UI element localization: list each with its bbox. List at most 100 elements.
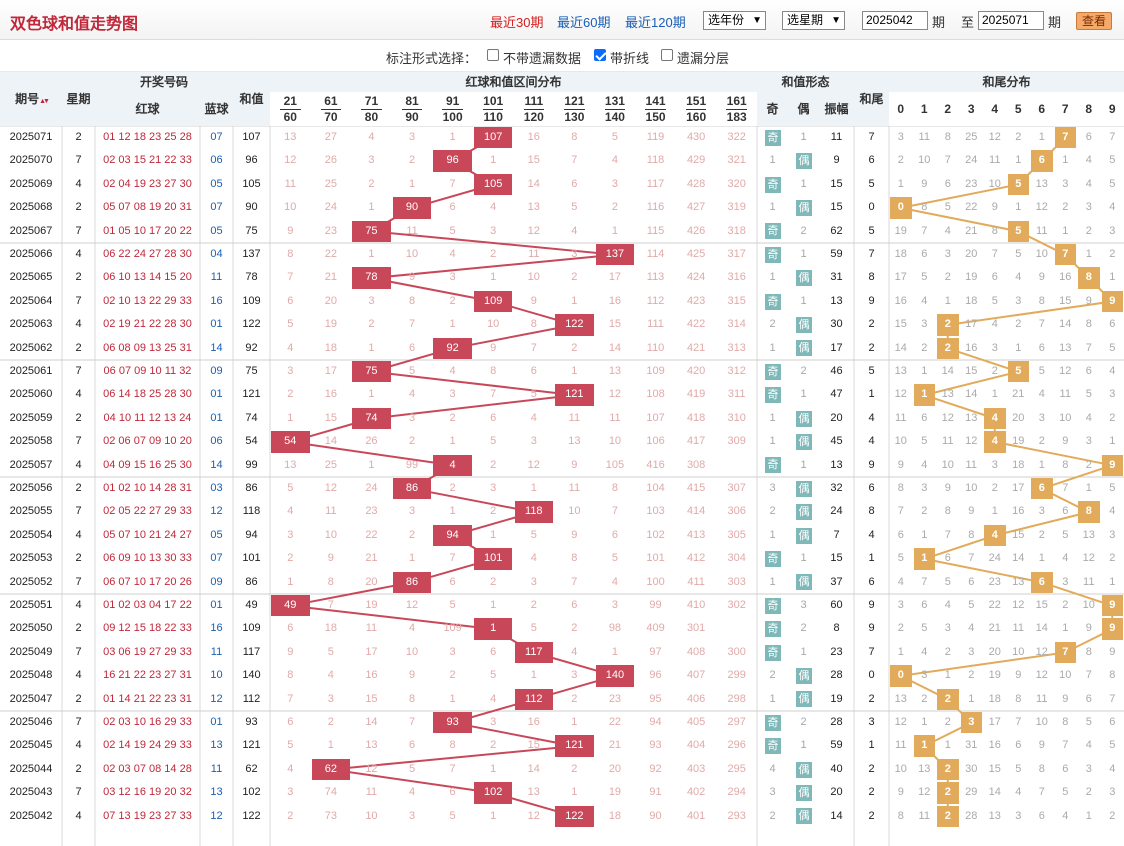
- blue-ball: 05: [210, 224, 223, 237]
- polyline-checkbox[interactable]: [594, 49, 606, 61]
- week-cell: 2: [75, 341, 82, 354]
- sum-trend-line: [290, 581, 413, 607]
- range-header-1: 61 70: [310, 92, 352, 126]
- sort-arrows-icon[interactable]: ▲▼: [39, 98, 50, 105]
- tail-miss: 14: [965, 388, 978, 401]
- tail-miss: 1: [897, 177, 904, 190]
- tail-trend-line: [900, 183, 1019, 209]
- sum-hit-marker: 118: [514, 501, 554, 523]
- tail-miss: 2: [991, 365, 998, 377]
- tail-miss: 10: [1035, 248, 1048, 260]
- sum-cell: 112: [242, 692, 261, 705]
- tail-miss: 12: [1059, 365, 1072, 377]
- week-cell: 2: [75, 762, 82, 775]
- range-miss: 426: [686, 224, 706, 237]
- tail-cell: 4: [868, 528, 875, 541]
- week-header: 星期: [62, 72, 95, 126]
- range-high: 110: [483, 110, 503, 124]
- range-miss: 11: [528, 248, 540, 260]
- range-miss: 404: [686, 739, 706, 752]
- tail-cell: 9: [868, 458, 875, 471]
- week-select[interactable]: 选星期 ▼: [782, 11, 845, 30]
- range-miss: 12: [324, 482, 337, 494]
- no-missing-checkbox[interactable]: [487, 49, 499, 61]
- range-miss: 12: [284, 154, 297, 167]
- tail-miss: 1: [921, 365, 928, 377]
- range-miss: 313: [727, 341, 746, 354]
- missing-layer-checkbox[interactable]: [661, 49, 673, 61]
- range-miss: 90: [649, 809, 662, 822]
- tail-miss: 13: [894, 365, 907, 377]
- tail-cell: 2: [868, 318, 875, 331]
- issue-cell: 2025053: [9, 552, 53, 565]
- tail-miss: 8: [1038, 762, 1045, 775]
- range-miss: 14: [527, 177, 540, 190]
- range-miss: 3: [287, 365, 294, 377]
- tail-hit-marker: 0: [890, 197, 912, 219]
- tail-miss: 4: [1085, 154, 1092, 167]
- tail-miss: 3: [1109, 388, 1116, 401]
- tail-miss: 7: [897, 505, 904, 518]
- blue-ball: 14: [210, 458, 223, 471]
- even-badge: 偶: [796, 316, 812, 333]
- range-miss: 7: [449, 177, 456, 190]
- period-60-link[interactable]: 最近60期: [557, 15, 611, 30]
- odd-miss: 1: [769, 435, 776, 448]
- sum-hit-marker: 86: [392, 478, 432, 500]
- tail-miss: 1: [1062, 154, 1069, 167]
- range-miss: 5: [287, 739, 294, 752]
- from-issue-input[interactable]: 2025042: [862, 11, 928, 30]
- tail-miss: 4: [1015, 786, 1022, 799]
- issue-cell: 2025064: [9, 294, 53, 307]
- tail-hit-marker: 9: [1101, 618, 1123, 640]
- tail-hit-marker: 9: [1101, 595, 1123, 617]
- even-miss: 2: [800, 716, 807, 728]
- tail-miss: 2: [944, 271, 951, 284]
- odd-miss: 1: [769, 154, 776, 167]
- range-miss: 420: [686, 365, 706, 377]
- tail-digit-header-5: 5: [1006, 92, 1030, 126]
- year-select[interactable]: 选年份 ▼: [703, 11, 766, 30]
- tail-cell: 9: [868, 294, 875, 307]
- range-miss: 11: [284, 177, 296, 190]
- range-miss: 11: [568, 411, 581, 424]
- tail-miss: 17: [965, 318, 978, 331]
- tail-hit-marker: 7: [1054, 127, 1076, 149]
- odd-miss: 1: [769, 575, 776, 588]
- tail-miss: 12: [894, 716, 907, 728]
- odd-badge: 奇: [765, 597, 781, 614]
- tail-miss: 13: [918, 762, 931, 775]
- tail-miss: 5: [921, 271, 928, 284]
- range-miss: 6: [571, 177, 578, 190]
- tail-miss: 24: [965, 154, 978, 167]
- range-miss: 8: [287, 248, 294, 260]
- week-cell: 7: [75, 365, 82, 377]
- to-issue-input[interactable]: 2025071: [978, 11, 1044, 30]
- range-miss: 9: [571, 458, 578, 471]
- range-miss: 10: [324, 528, 337, 541]
- period-30-link[interactable]: 最近30期: [490, 15, 544, 30]
- range-miss: 2: [530, 599, 537, 611]
- range-miss: 10: [608, 435, 622, 448]
- range-miss: 98: [608, 622, 622, 635]
- tail-trend-line: [1041, 581, 1113, 607]
- tail-miss: 1: [897, 645, 904, 658]
- issue-header[interactable]: 期号▲▼: [0, 72, 62, 126]
- red-balls: 04 09 15 16 25 30: [103, 458, 192, 471]
- range-header-8: 131 140: [594, 92, 636, 126]
- range-miss: 1: [368, 248, 375, 260]
- tail-miss: 6: [1038, 341, 1045, 354]
- range-miss: 2: [368, 177, 375, 190]
- tail-miss: 8: [1085, 318, 1092, 331]
- tail-miss: 4: [1109, 762, 1116, 775]
- tail-miss: 12: [918, 786, 931, 799]
- period-120-link[interactable]: 最近120期: [625, 15, 686, 30]
- range-miss: 13: [284, 458, 297, 471]
- tail-miss: 3: [897, 599, 904, 611]
- blue-ball: 09: [210, 575, 223, 588]
- view-button[interactable]: 查看: [1076, 12, 1112, 30]
- range-high: 160: [686, 110, 707, 124]
- range-miss: 12: [608, 388, 622, 401]
- tail-miss: 23: [988, 575, 1001, 588]
- amplitude-cell: 31: [830, 271, 843, 284]
